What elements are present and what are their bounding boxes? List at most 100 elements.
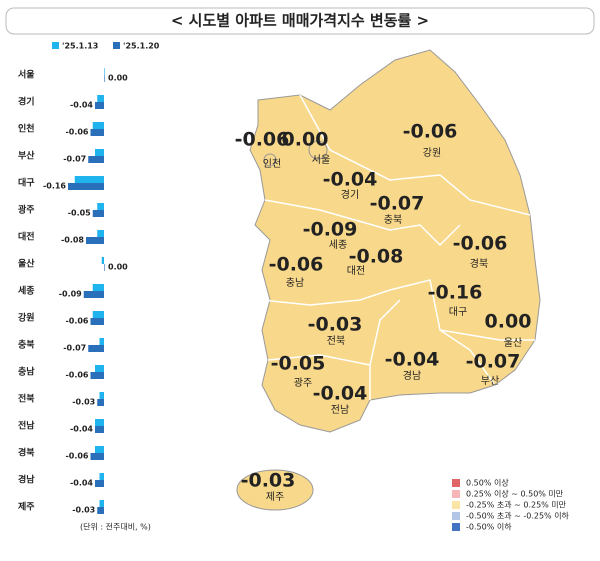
category-label: 광주 bbox=[18, 204, 35, 216]
category-label: 인천 bbox=[18, 124, 35, 135]
map-value: -0.08 bbox=[349, 246, 404, 268]
map-legend-swatch bbox=[452, 512, 460, 520]
map-region: 전남 bbox=[331, 404, 349, 416]
bar bbox=[97, 230, 104, 237]
value-label: -0.07 bbox=[63, 344, 86, 353]
legend-label: '25.1.13 bbox=[62, 42, 98, 51]
category-label: 제주 bbox=[18, 501, 35, 513]
legend-swatch bbox=[113, 42, 120, 49]
map-region: 서울 bbox=[312, 154, 330, 166]
bar bbox=[88, 156, 104, 163]
map-value: 0.00 bbox=[485, 311, 532, 333]
title-box bbox=[5, 7, 595, 35]
value-label: -0.06 bbox=[65, 317, 88, 326]
value-label: -0.06 bbox=[65, 371, 88, 380]
map-legend-swatch bbox=[452, 523, 460, 531]
map-region: 대구 bbox=[449, 306, 467, 318]
map-region: 제주 bbox=[266, 491, 284, 503]
bar bbox=[97, 203, 104, 210]
bar bbox=[99, 500, 104, 507]
bar bbox=[104, 75, 105, 82]
bar bbox=[99, 338, 104, 345]
map-region: 충북 bbox=[384, 214, 402, 226]
bar bbox=[101, 257, 104, 264]
category-label: 대구 bbox=[18, 177, 35, 189]
category-label: 울산 bbox=[18, 258, 35, 270]
map-value: 0.00 bbox=[282, 129, 329, 151]
value-label: -0.06 bbox=[65, 452, 88, 461]
bar bbox=[97, 507, 104, 514]
map-value: -0.09 bbox=[303, 219, 358, 241]
map-legend-swatch bbox=[452, 490, 460, 498]
map-legend-label: 0.50% 이상 bbox=[466, 478, 509, 488]
value-label: -0.06 bbox=[65, 128, 88, 137]
map-region: 인천 bbox=[263, 158, 281, 170]
bar bbox=[83, 291, 104, 298]
map-value: -0.04 bbox=[385, 349, 440, 371]
bar bbox=[86, 237, 104, 244]
map-value: -0.06 bbox=[453, 233, 508, 255]
map-region: 경기 bbox=[341, 188, 359, 201]
bar bbox=[92, 311, 104, 318]
value-label: -0.09 bbox=[59, 290, 82, 299]
bar bbox=[97, 95, 104, 102]
value-label: -0.04 bbox=[70, 101, 93, 110]
value-label: 0.00 bbox=[108, 263, 128, 272]
bar bbox=[95, 365, 104, 372]
category-label: 부산 bbox=[18, 150, 35, 162]
map-value: -0.03 bbox=[308, 314, 363, 336]
bar bbox=[95, 149, 104, 156]
unit-note: (단위 : 전주대비, %) bbox=[80, 522, 151, 532]
bar bbox=[97, 399, 104, 406]
value-label: -0.08 bbox=[61, 236, 84, 245]
bar bbox=[95, 446, 104, 453]
map-legend-swatch bbox=[452, 479, 460, 487]
bar bbox=[92, 284, 104, 291]
map-value: -0.07 bbox=[466, 351, 521, 373]
title: < 시도별 아파트 매매가격지수 변동률 > bbox=[171, 12, 429, 30]
map-region: 충남 bbox=[286, 277, 304, 289]
map-value: -0.07 bbox=[370, 193, 425, 215]
map-region: 강원 bbox=[423, 147, 441, 159]
map-value: -0.05 bbox=[271, 353, 326, 375]
map-legend-swatch bbox=[452, 501, 460, 509]
legend-label: '25.1.20 bbox=[123, 42, 160, 51]
bar bbox=[95, 102, 104, 109]
map-region: 전북 bbox=[327, 335, 345, 347]
map-value: -0.04 bbox=[313, 383, 368, 405]
map-region: 경남 bbox=[403, 369, 421, 382]
value-label: -0.04 bbox=[70, 479, 93, 488]
bar bbox=[90, 453, 104, 460]
map-region: 부산 bbox=[481, 375, 499, 387]
value-label: -0.16 bbox=[43, 182, 66, 191]
map-region: 울산 bbox=[504, 337, 522, 349]
bar bbox=[104, 264, 105, 271]
map-legend-label: -0.50% 이하 bbox=[466, 522, 512, 532]
value-label: -0.07 bbox=[63, 155, 86, 164]
value-label: -0.05 bbox=[68, 209, 91, 218]
region-border bbox=[299, 94, 531, 216]
value-label: -0.04 bbox=[70, 425, 93, 434]
value-label: -0.03 bbox=[72, 398, 95, 407]
legend-swatch bbox=[52, 42, 59, 49]
category-label: 전남 bbox=[18, 420, 35, 432]
category-label: 대전 bbox=[18, 231, 35, 243]
map-value: -0.03 bbox=[241, 470, 296, 492]
category-label: 경북 bbox=[18, 447, 35, 459]
category-label: 경기 bbox=[18, 96, 35, 108]
region-border bbox=[267, 299, 496, 400]
map-region: 광주 bbox=[294, 377, 312, 389]
bar bbox=[68, 183, 104, 190]
map-value: -0.06 bbox=[403, 121, 458, 143]
region-border bbox=[264, 199, 461, 247]
bar bbox=[99, 473, 104, 480]
category-label: 충북 bbox=[18, 339, 35, 351]
value-label: -0.03 bbox=[72, 506, 95, 515]
bar bbox=[90, 318, 104, 325]
category-label: 서울 bbox=[18, 69, 35, 81]
map-value: -0.04 bbox=[323, 169, 378, 191]
bar bbox=[99, 392, 104, 399]
category-label: 전북 bbox=[18, 393, 35, 405]
value-label: 0.00 bbox=[108, 74, 128, 83]
